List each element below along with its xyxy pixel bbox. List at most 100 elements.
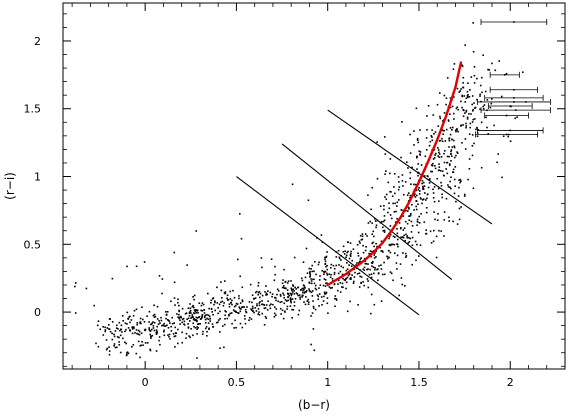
data-point [453, 112, 455, 115]
data-point [376, 141, 378, 143]
data-point [380, 264, 382, 266]
data-point [381, 250, 384, 252]
data-point [447, 186, 450, 188]
data-point [189, 309, 192, 312]
data-point [108, 346, 110, 348]
data-point [396, 228, 398, 230]
data-point [259, 296, 261, 299]
data-point [219, 331, 221, 333]
data-point [293, 293, 296, 295]
data-point [438, 151, 440, 154]
data-point [330, 273, 332, 276]
data-point [338, 264, 340, 266]
data-point [174, 326, 176, 329]
data-point [411, 236, 414, 239]
data-point [129, 329, 131, 332]
data-point [156, 305, 159, 308]
data-point [415, 259, 417, 262]
data-point [190, 328, 192, 330]
data-point [489, 106, 492, 109]
data-point [359, 260, 361, 263]
data-point [432, 114, 435, 116]
data-point [265, 294, 267, 296]
data-point [349, 242, 352, 244]
data-point [368, 252, 370, 255]
data-point [302, 284, 305, 286]
data-point [497, 153, 499, 155]
data-point [457, 108, 460, 111]
data-point [372, 260, 374, 263]
data-point [321, 269, 323, 272]
data-point [427, 186, 430, 189]
data-point [192, 334, 194, 337]
data-point [222, 304, 225, 307]
data-point [438, 229, 440, 232]
data-point [405, 233, 407, 236]
data-point [433, 157, 436, 159]
data-point [372, 230, 375, 233]
data-point [413, 183, 415, 186]
x-tick-label: 2 [507, 376, 514, 389]
data-point [206, 330, 208, 333]
data-point [102, 334, 105, 336]
data-point [380, 221, 383, 223]
data-point [419, 154, 421, 156]
data-point [415, 107, 418, 110]
data-point [419, 190, 421, 192]
data-point [451, 126, 454, 129]
data-point [406, 236, 408, 239]
data-point [404, 285, 406, 287]
data-point [437, 125, 440, 127]
data-point [462, 82, 464, 84]
data-point [422, 187, 424, 189]
data-point [416, 168, 418, 170]
data-point [244, 322, 247, 325]
data-point [322, 270, 325, 273]
data-point [463, 195, 466, 197]
data-point [319, 284, 322, 286]
data-point [155, 350, 158, 352]
data-point [453, 178, 456, 181]
data-point [237, 258, 239, 261]
data-point [374, 220, 377, 222]
data-point [294, 298, 297, 300]
data-point [455, 154, 457, 157]
data-point [339, 270, 342, 273]
data-point [347, 274, 350, 277]
data-point [85, 287, 88, 290]
data-point [244, 318, 246, 320]
data-point [389, 172, 391, 175]
data-point [377, 279, 379, 282]
data-point [422, 188, 424, 190]
data-point [301, 287, 303, 290]
data-point [298, 294, 301, 296]
data-point [108, 328, 111, 330]
data-point [431, 129, 433, 131]
data-point [197, 312, 199, 314]
data-point [402, 252, 404, 254]
data-point [178, 313, 180, 316]
data-point [185, 332, 188, 335]
data-point [136, 332, 138, 335]
data-point [496, 161, 498, 164]
data-point [338, 257, 341, 260]
data-point [460, 125, 462, 127]
data-point [491, 62, 493, 65]
data-point [451, 146, 454, 148]
model-curve [326, 61, 463, 287]
data-point [337, 249, 340, 252]
data-point [224, 318, 226, 320]
error-bar [476, 98, 551, 105]
data-point [192, 316, 194, 319]
data-point [119, 334, 122, 337]
data-point [373, 254, 375, 256]
data-point [456, 106, 459, 108]
data-point [396, 243, 398, 245]
data-point [490, 102, 493, 105]
data-point [454, 166, 457, 168]
data-point [392, 243, 394, 246]
data-point [498, 60, 500, 62]
data-point [349, 278, 351, 280]
data-point [141, 341, 143, 343]
y-tick-label: 2 [34, 35, 41, 48]
